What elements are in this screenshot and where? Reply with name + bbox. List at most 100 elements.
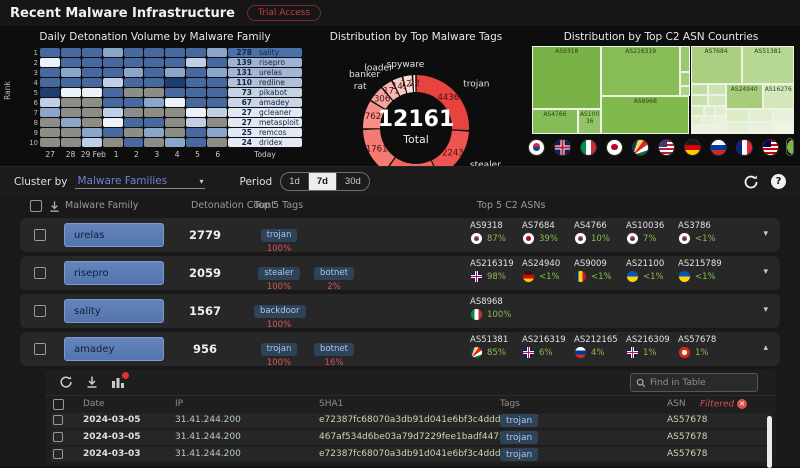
heatmap-cell[interactable] <box>40 88 60 97</box>
heatmap-cell[interactable] <box>40 58 60 67</box>
table-row-amadey[interactable]: amadey 956 trojan 100% botnet 16% AS51381 85% AS… <box>20 332 780 368</box>
heatmap-cell[interactable] <box>207 108 227 117</box>
treemap-cell-AS8968[interactable]: AS8968 <box>601 96 690 134</box>
heatmap-today-cell[interactable]: 73 pikabot <box>228 88 302 97</box>
heatmap-cell[interactable] <box>40 138 60 147</box>
heatmap-cell[interactable] <box>40 128 60 137</box>
select-all-checkbox[interactable] <box>30 200 42 212</box>
heatmap-cell[interactable] <box>102 98 123 107</box>
heatmap-cell[interactable] <box>186 88 207 97</box>
donut-segment-spyware[interactable] <box>403 75 413 94</box>
trial-access-badge[interactable]: Trial Access <box>247 5 322 21</box>
heatmap-cell[interactable] <box>81 138 102 147</box>
heatmap-cell[interactable] <box>207 128 227 137</box>
my-flag-icon[interactable] <box>762 138 779 156</box>
donut-segment-botnet[interactable] <box>386 157 438 166</box>
tag-badge[interactable]: botnet <box>314 266 354 280</box>
treemap-cell[interactable] <box>703 105 716 116</box>
heatmap-cell[interactable] <box>102 118 123 127</box>
heatmap-cell[interactable] <box>144 58 165 67</box>
sc-flag-icon[interactable] <box>632 138 649 156</box>
heatmap-cell[interactable] <box>40 108 60 117</box>
heatmap-cell[interactable] <box>144 48 165 57</box>
search-input[interactable] <box>650 377 750 388</box>
heatmap-cell[interactable] <box>60 48 81 57</box>
heatmap-cell[interactable] <box>165 58 186 67</box>
donut-segment-trojan[interactable] <box>416 75 470 130</box>
donut-segment-rat[interactable] <box>371 88 393 109</box>
treemap-cell[interactable] <box>690 95 708 106</box>
subtable-select-all-checkbox[interactable] <box>53 399 64 410</box>
heatmap-cell[interactable] <box>165 48 186 57</box>
heatmap-cell[interactable] <box>60 138 81 147</box>
family-badge[interactable]: urelas <box>64 223 164 247</box>
heatmap-cell[interactable] <box>144 128 165 137</box>
treemap-cell[interactable] <box>690 105 704 116</box>
heatmap-cell[interactable] <box>186 98 207 107</box>
chevron-up-icon[interactable]: ▴ <box>763 343 768 353</box>
tag-badge[interactable]: botnet <box>314 342 354 356</box>
heatmap-cell[interactable] <box>186 58 207 67</box>
heatmap-cell[interactable] <box>144 118 165 127</box>
heatmap-cell[interactable] <box>207 48 227 57</box>
cell-tag-badge[interactable]: trojan <box>500 414 539 427</box>
heatmap-cell[interactable] <box>186 138 207 147</box>
heatmap-cell[interactable] <box>186 68 207 77</box>
heatmap-cell[interactable] <box>60 78 81 87</box>
heatmap-cell[interactable] <box>165 138 186 147</box>
heatmap-today-cell[interactable]: 25 remcos <box>228 128 302 137</box>
heatmap-cell[interactable] <box>144 68 165 77</box>
heatmap-cell[interactable] <box>123 78 144 87</box>
heatmap-cell[interactable] <box>40 78 60 87</box>
heatmap-cell[interactable] <box>81 48 102 57</box>
heatmap-grid[interactable]: 278 sality 139 risepro 131 urelas 110 redline 73… <box>40 48 302 147</box>
heatmap-cell[interactable] <box>102 78 123 87</box>
heatmap-cell[interactable] <box>81 118 102 127</box>
heatmap-cell[interactable] <box>123 108 144 117</box>
heatmap-cell[interactable] <box>60 58 81 67</box>
treemap-cell-AS51381[interactable]: AS51381 <box>741 46 794 84</box>
treemap-cell[interactable] <box>680 46 691 73</box>
heatmap-cell[interactable] <box>207 88 227 97</box>
fr-flag-icon[interactable] <box>736 138 753 156</box>
period-1d-button[interactable]: 1d <box>281 173 308 190</box>
heatmap-cell[interactable] <box>207 68 227 77</box>
heatmap-today-cell[interactable]: 67 amadey <box>228 98 302 107</box>
heatmap-cell[interactable] <box>186 108 207 117</box>
heatmap-cell[interactable] <box>123 98 144 107</box>
tag-badge[interactable]: trojan <box>260 342 298 356</box>
heatmap-cell[interactable] <box>144 88 165 97</box>
heatmap-cell[interactable] <box>81 88 102 97</box>
heatmap-cell[interactable] <box>81 98 102 107</box>
heatmap-cell[interactable] <box>165 88 186 97</box>
table-row-urelas[interactable]: urelas 2779 trojan 100% AS9318 87% AS7684 39% AS… <box>20 218 780 254</box>
donut-segment-banker[interactable] <box>382 81 400 101</box>
heatmap-cell[interactable] <box>123 118 144 127</box>
help-icon[interactable]: ? <box>771 174 786 189</box>
treemap-cell[interactable] <box>680 85 691 97</box>
heatmap-cell[interactable] <box>123 128 144 137</box>
heatmap-today-cell[interactable]: 24 dridex <box>228 138 302 147</box>
heatmap-cell[interactable] <box>40 118 60 127</box>
treemap-cell[interactable] <box>749 121 774 134</box>
heatmap-cell[interactable] <box>186 48 207 57</box>
treemap-cell[interactable] <box>725 121 750 134</box>
treemap-cell-AS4766[interactable]: AS4766 <box>532 109 578 134</box>
us-flag-icon[interactable] <box>658 138 675 156</box>
treemap-cell[interactable] <box>707 83 726 96</box>
treemap-cell[interactable] <box>773 109 794 122</box>
heatmap-cell[interactable] <box>165 68 186 77</box>
heatmap-cell[interactable] <box>81 78 102 87</box>
family-badge[interactable]: amadey <box>64 337 164 361</box>
heatmap-cell[interactable] <box>165 118 186 127</box>
treemap-cell[interactable] <box>680 72 691 86</box>
treemap-cell[interactable] <box>773 121 794 134</box>
heatmap-cell[interactable] <box>81 68 102 77</box>
heatmap-today-cell[interactable]: 131 urelas <box>228 68 302 77</box>
heatmap-cell[interactable] <box>81 128 102 137</box>
gb-flag-icon[interactable] <box>554 138 571 156</box>
tag-badge[interactable]: stealer <box>258 266 300 280</box>
chevron-down-icon[interactable]: ▾ <box>763 229 768 239</box>
heatmap-cell[interactable] <box>123 68 144 77</box>
heatmap-cell[interactable] <box>165 78 186 87</box>
